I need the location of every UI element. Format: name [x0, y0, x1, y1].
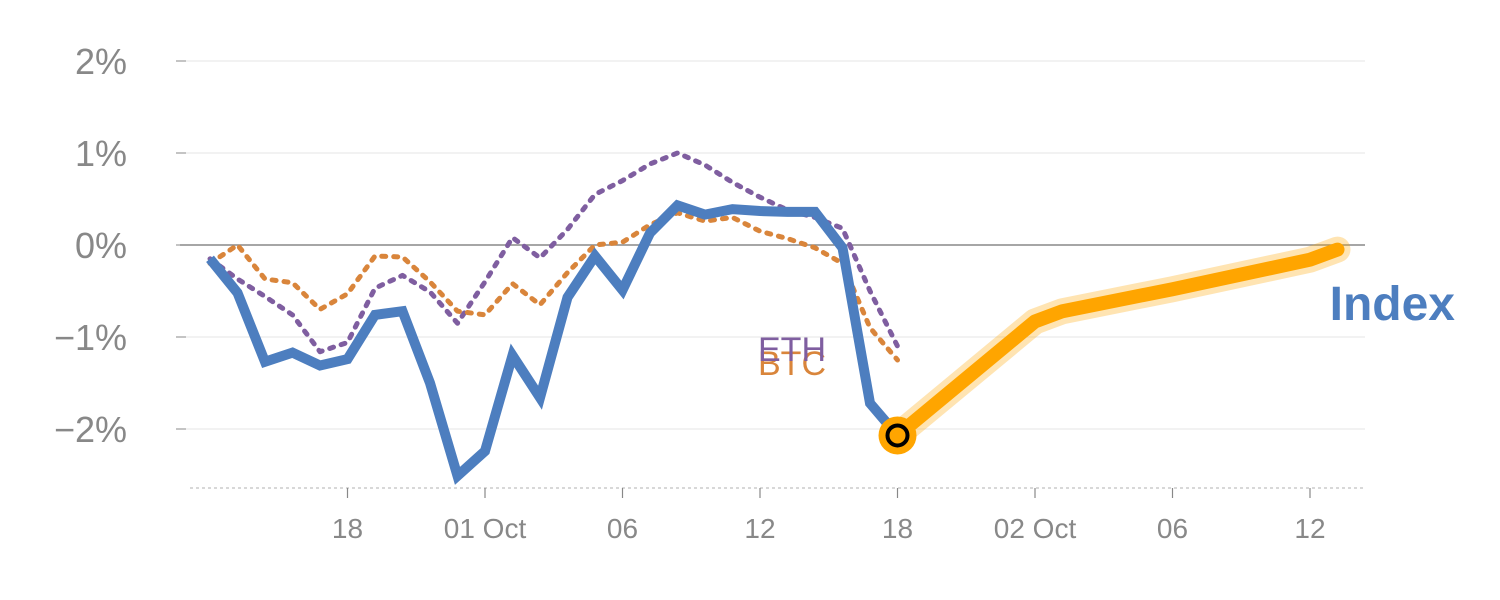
series-label-eth: ETH	[758, 331, 826, 369]
x-tick-label: 12	[744, 513, 775, 544]
y-tick-label: 2%	[75, 41, 127, 82]
y-axis: 2% 1% 0% −1% −2%	[54, 41, 186, 450]
y-tick-label: 1%	[75, 133, 127, 174]
x-tick-label: 06	[607, 513, 638, 544]
x-tick-label: 12	[1294, 513, 1325, 544]
series-label-index: Index	[1330, 278, 1456, 331]
x-tick-label: 18	[332, 513, 363, 544]
highlight-point	[885, 423, 910, 448]
x-tick-label: 06	[1157, 513, 1188, 544]
y-tick-label: 0%	[75, 225, 127, 266]
x-axis: 18 01 Oct 06 12 18 02 Oct 06 12	[190, 487, 1365, 544]
x-tick-label: 01 Oct	[444, 513, 527, 544]
series-line-eth	[207, 150, 900, 355]
series-label-btc: BTC	[758, 345, 826, 383]
y-tick-label: −2%	[54, 409, 127, 450]
x-tick-label: 18	[882, 513, 913, 544]
series-line-btc	[207, 210, 900, 363]
x-tick-label: 02 Oct	[994, 513, 1077, 544]
series-line-index	[206, 199, 902, 485]
y-tick-label: −1%	[54, 317, 127, 358]
grid-layer	[180, 60, 1365, 430]
forecast-line	[890, 242, 1345, 443]
forecast-band	[884, 236, 1351, 449]
series-layer	[206, 150, 1351, 485]
